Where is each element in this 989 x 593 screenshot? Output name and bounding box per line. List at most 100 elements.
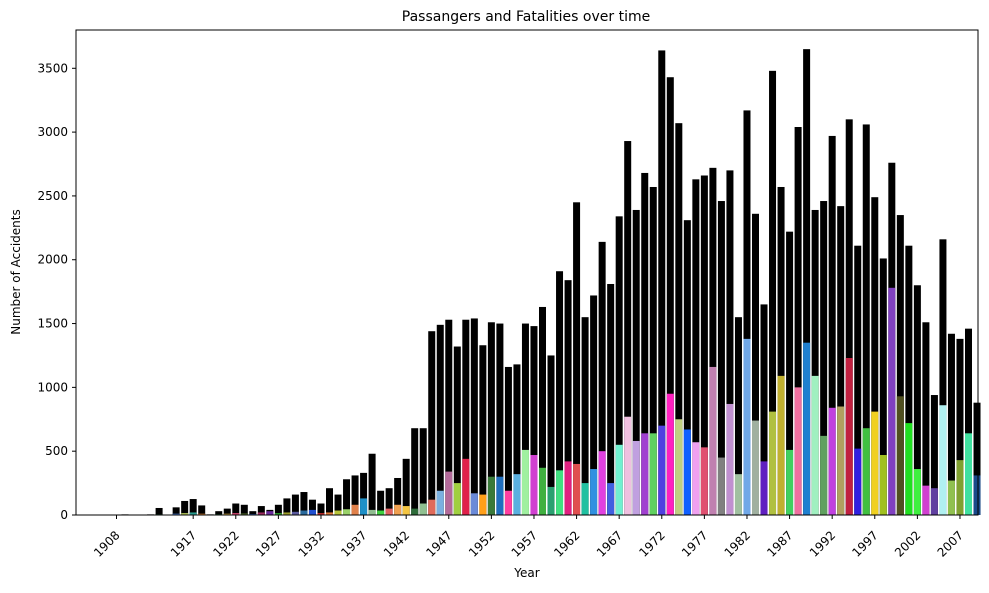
bar-total-1946 [437,325,444,515]
bar-fatalities-1992 [829,408,836,515]
bar-fatalities-2002 [914,469,921,515]
bar-total-1944 [420,428,427,515]
bar-fatalities-1950 [471,493,478,515]
bar-fatalities-1958 [539,468,546,515]
bar-total-1913 [156,508,163,515]
bar-fatalities-1962 [573,464,580,515]
chart-title: Passangers and Fatalities over time [402,9,650,25]
bar-fatalities-1972 [658,426,665,515]
x-tick-label: 1922 [210,528,241,559]
y-tick-label: 1000 [37,380,68,394]
x-tick-label: 1987 [764,528,795,559]
bar-fatalities-1959 [548,487,555,515]
bar-fatalities-1948 [454,483,461,515]
bar-fatalities-1977 [701,447,708,515]
bar-fatalities-1956 [522,450,529,515]
bar-fatalities-1993 [837,407,844,515]
bar-fatalities-1975 [684,429,691,515]
bar-fatalities-1961 [565,461,572,515]
y-tick-label: 0 [60,508,68,522]
bar-fatalities-1954 [505,491,512,515]
bar-fatalities-1931 [309,510,316,515]
x-tick-label: 1917 [168,528,199,559]
bar-fatalities-1980 [726,404,733,515]
x-tick-label: 1927 [253,528,284,559]
y-tick-label: 2500 [37,189,68,203]
x-tick-label: 2007 [935,528,966,559]
x-tick-label: 1932 [296,528,327,559]
bar-fatalities-1964 [590,469,597,515]
bar-fatalities-1979 [718,458,725,515]
bar-fatalities-1997 [871,412,878,515]
bar-total-1966 [607,284,614,515]
y-axis-label: Number of Accidents [9,209,23,335]
bar-fatalities-1938 [369,510,376,515]
bar-fatalities-1998 [880,455,887,515]
bar-fatalities-1937 [360,498,367,515]
bar-total-1938 [369,454,376,515]
bar-fatalities-1945 [428,500,435,515]
bar-fatalities-1952 [488,477,495,515]
y-tick-label: 3000 [37,125,68,139]
x-tick-label: 2002 [892,528,923,559]
bar-total-1943 [411,428,418,515]
x-tick-label: 1908 [91,528,122,559]
bar-fatalities-1949 [462,459,469,515]
x-tick-label: 1997 [849,528,880,559]
y-tick-label: 3500 [37,61,68,75]
x-tick-label: 1957 [509,528,540,559]
bar-fatalities-1946 [437,491,444,515]
bar-fatalities-1981 [735,474,742,515]
bar-fatalities-1989 [803,343,810,515]
bar-fatalities-2009 [974,475,981,515]
bar-total-1951 [479,345,486,515]
bar-total-1933 [326,488,333,515]
bar-fatalities-2001 [905,423,912,515]
bar-fatalities-1988 [795,387,802,515]
bar-fatalities-1955 [513,474,520,515]
bar-fatalities-1969 [633,441,640,515]
y-tick-label: 2000 [37,253,68,267]
bar-fatalities-2008 [965,433,972,515]
y-tick-label: 1500 [37,317,68,331]
x-tick-label: 1967 [594,528,625,559]
bar-fatalities-1991 [820,436,827,515]
bar-fatalities-1953 [496,477,503,515]
bar-fatalities-1940 [386,509,393,515]
bar-fatalities-1926 [266,511,273,515]
bar-fatalities-2006 [948,481,955,515]
bar-fatalities-1966 [607,483,614,515]
bar-fatalities-1967 [616,445,623,515]
bar-fatalities-1978 [709,367,716,515]
bar-fatalities-1973 [667,394,674,515]
x-tick-label: 1962 [551,528,582,559]
x-tick-label: 1937 [338,528,369,559]
bar-fatalities-1941 [394,505,401,515]
bar-fatalities-1986 [778,376,785,515]
bar-fatalities-1930 [300,511,307,515]
bar-fatalities-1957 [530,455,537,515]
bar-fatalities-1982 [743,339,750,515]
x-tick-label: 1947 [423,528,454,559]
bar-fatalities-1944 [420,504,427,515]
bar-fatalities-1985 [769,412,776,515]
x-axis-label: Year [513,566,539,580]
bar-fatalities-1947 [445,472,452,515]
bar-fatalities-1934 [335,511,342,515]
bar-total-1945 [428,331,435,515]
bar-fatalities-2007 [956,460,963,515]
bar-fatalities-1971 [650,433,657,515]
bar-fatalities-1935 [343,509,350,515]
bar-fatalities-1995 [854,449,861,515]
bar-fatalities-2005 [939,405,946,515]
bar-fatalities-1968 [624,417,631,515]
x-tick-label: 1942 [381,528,412,559]
bar-fatalities-1942 [403,506,410,515]
bar-fatalities-1983 [752,421,759,515]
bar-fatalities-1965 [599,451,606,515]
bar-total-1950 [471,318,478,515]
bar-fatalities-1984 [761,461,768,515]
bar-fatalities-1994 [846,358,853,515]
